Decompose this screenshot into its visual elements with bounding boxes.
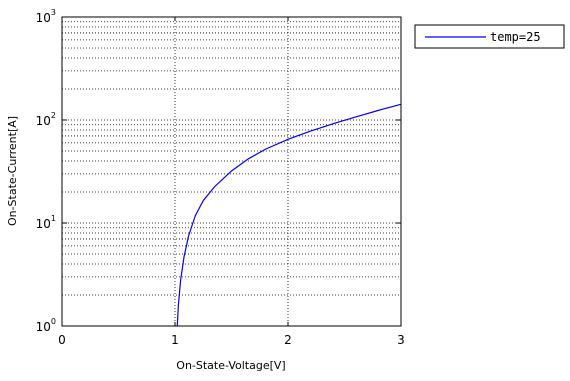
y-tick-label: 102 [36, 111, 56, 128]
x-tick-label: 1 [171, 333, 179, 347]
x-tick-label: 2 [284, 333, 292, 347]
x-axis-label: On-State-Voltage[V] [176, 359, 285, 372]
plot-frame [61, 16, 402, 327]
x-tick-label: 3 [397, 333, 405, 347]
y-axis-label: On-State-Current[A] [6, 116, 19, 226]
series-layer [176, 103, 402, 327]
grid-lines [62, 17, 401, 326]
y-ticks: 100 101 102 103 [36, 8, 401, 334]
legend-box [414, 24, 565, 49]
y-tick-label: 101 [36, 214, 56, 231]
x-ticks: 0 1 2 3 [58, 17, 405, 347]
legend-series-label: temp=25 [490, 30, 541, 44]
x-tick-label: 0 [58, 333, 66, 347]
y-tick-label: 100 [36, 317, 56, 334]
y-tick-label: 103 [36, 8, 56, 25]
series-line-temp-25 [176, 103, 402, 327]
legend: temp=25 [414, 24, 565, 49]
